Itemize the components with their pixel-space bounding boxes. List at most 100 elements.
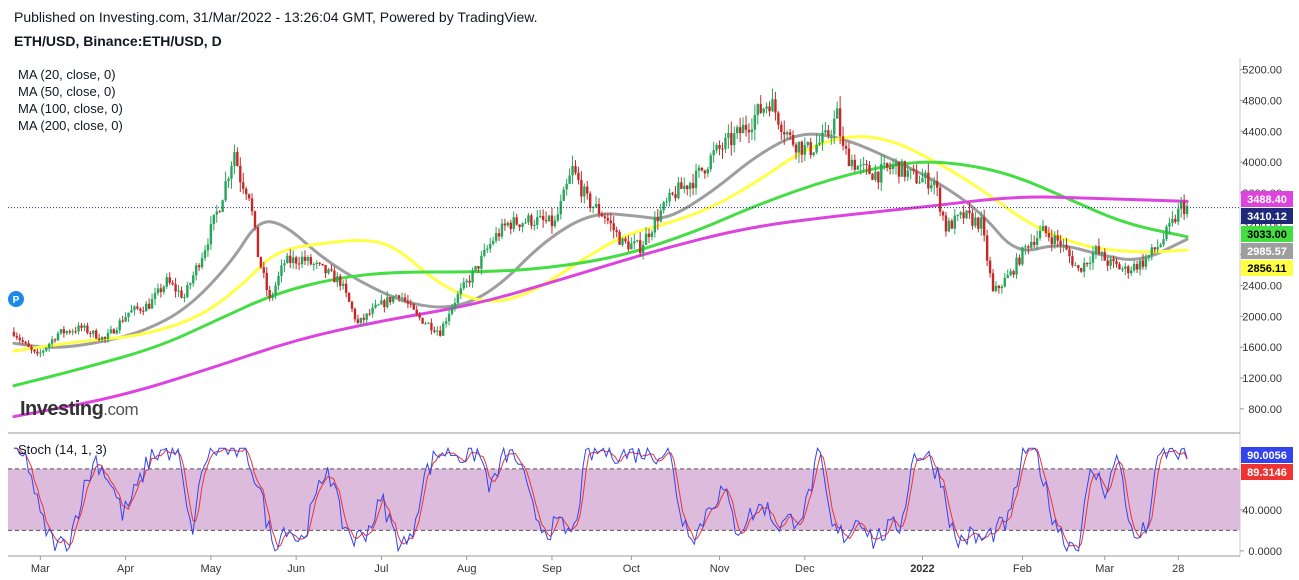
price-label-box	[1241, 191, 1293, 207]
candle-body	[730, 133, 733, 146]
candle-body	[885, 163, 889, 168]
candle-body	[536, 217, 539, 225]
candle-body	[497, 233, 501, 237]
candle-body	[483, 249, 486, 256]
time-tick-label: Mar	[1095, 563, 1114, 575]
candle-body	[891, 165, 895, 170]
candle-body	[339, 276, 342, 286]
candle-body	[115, 330, 118, 334]
candle-body	[665, 201, 668, 203]
time-tick-label: Sep	[542, 563, 562, 575]
candle-body	[859, 164, 862, 167]
candle-body	[944, 215, 948, 232]
candle-body	[356, 319, 360, 323]
time-tick-label: Mar	[31, 563, 50, 575]
candle-body	[856, 166, 859, 170]
candle-body	[277, 275, 280, 286]
candle-body	[242, 182, 245, 189]
candle-body	[1077, 265, 1080, 269]
candle-body	[1177, 208, 1180, 222]
candle-body	[453, 302, 457, 307]
candle-body	[1100, 252, 1104, 254]
candle-body	[806, 142, 809, 146]
candle-body	[609, 220, 612, 224]
candle-body	[489, 243, 492, 249]
candle-body	[239, 165, 242, 183]
candle-body	[259, 257, 263, 268]
stoch-label-text: 89.3146	[1247, 467, 1287, 479]
candle-body	[930, 185, 933, 189]
stoch-legend: Stoch (14, 1, 3)	[18, 442, 107, 457]
candle-body	[530, 215, 533, 226]
candle-body	[715, 145, 718, 151]
candle-body	[106, 332, 110, 339]
candle-body	[594, 203, 598, 207]
candle-body	[553, 220, 557, 227]
candle-body	[65, 331, 69, 334]
candle-body	[144, 303, 148, 312]
candle-body	[68, 331, 71, 333]
candle-body	[233, 152, 236, 167]
candle-body	[286, 255, 289, 264]
candle-body	[1006, 275, 1009, 279]
candle-body	[194, 265, 198, 276]
candle-body	[136, 306, 139, 309]
candle-body	[156, 288, 160, 294]
candle-body	[253, 211, 257, 228]
candle-body	[100, 336, 104, 340]
candle-body	[1141, 260, 1145, 267]
candle-body	[189, 283, 192, 286]
candle-body	[915, 171, 918, 184]
candle-body	[1047, 233, 1051, 238]
candle-body	[494, 233, 498, 241]
candle-body	[303, 256, 307, 261]
candle-body	[400, 297, 404, 299]
candle-body	[353, 308, 357, 320]
time-tick-label: Jun	[287, 563, 305, 575]
candle-body	[659, 210, 662, 222]
stoch-label-box	[1241, 447, 1293, 463]
candle-body	[712, 150, 715, 156]
candle-body	[600, 213, 604, 217]
candle-body	[341, 283, 345, 286]
candle-body	[74, 331, 77, 333]
candle-body	[344, 283, 348, 293]
candle-body	[1003, 278, 1006, 287]
candle-body	[121, 320, 124, 322]
candle-body	[95, 330, 98, 339]
candle-body	[336, 276, 339, 283]
candle-body	[12, 331, 16, 336]
candle-body	[45, 347, 48, 351]
candle-body	[974, 217, 977, 226]
candle-body	[80, 325, 83, 328]
candle-body	[441, 323, 445, 336]
candle-body	[1118, 264, 1121, 270]
candle-body	[1115, 261, 1118, 265]
price-label-box	[1241, 260, 1293, 276]
candle-body	[109, 329, 113, 333]
candle-body	[835, 108, 839, 119]
candle-body	[680, 182, 683, 189]
candle-body	[374, 304, 377, 308]
candle-body	[171, 282, 174, 285]
candle-body	[1150, 247, 1153, 256]
candle-body	[250, 198, 254, 212]
candle-body	[556, 214, 560, 221]
ma-line-ma20	[12, 132, 1189, 349]
candle-body	[33, 349, 36, 352]
candle-body	[415, 309, 418, 315]
candle-body	[765, 106, 768, 109]
stoch-band-fill	[8, 468, 1240, 531]
candle-body	[809, 142, 812, 156]
candle-body	[921, 178, 924, 183]
candle-body	[671, 192, 674, 195]
candle-body	[1032, 241, 1036, 245]
candle-body	[362, 317, 365, 320]
candle-body	[200, 257, 204, 268]
candle-body	[324, 264, 327, 274]
candle-body	[221, 200, 224, 212]
candle-body	[633, 241, 636, 244]
price-tick-label: 2000.00	[1242, 311, 1282, 323]
candle-body	[965, 210, 968, 219]
